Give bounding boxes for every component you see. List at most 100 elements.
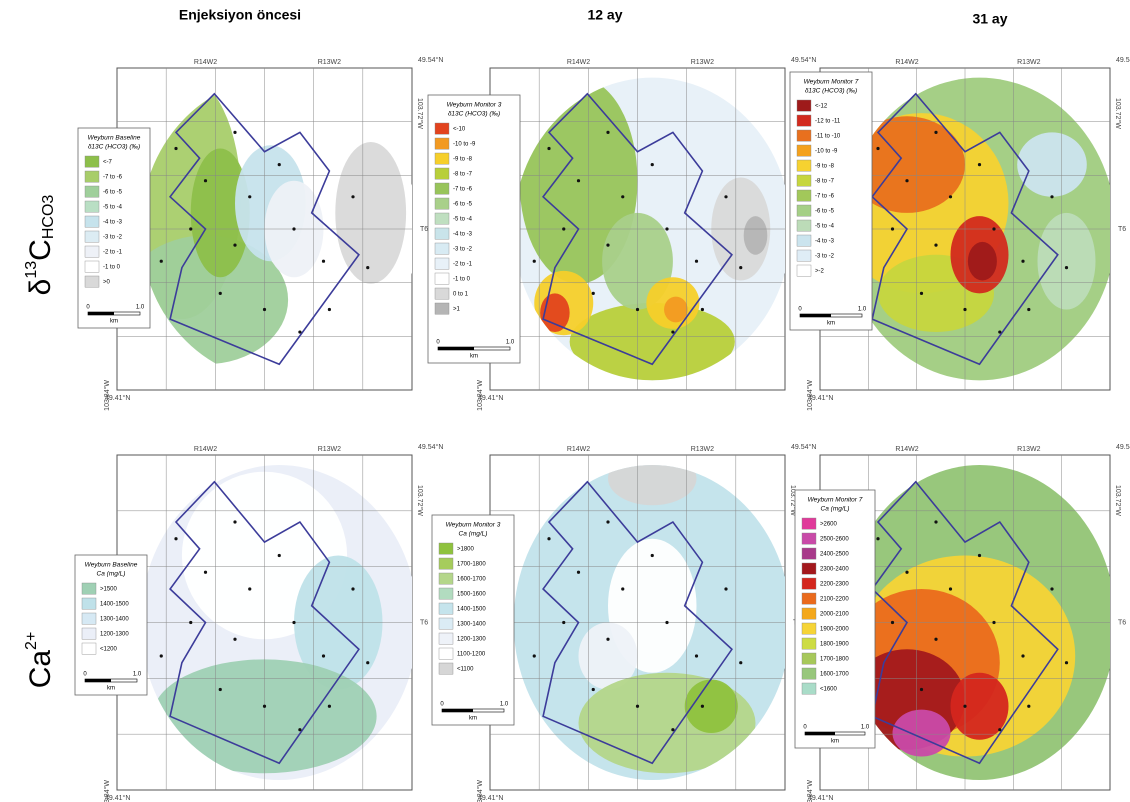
- scale-bar: [88, 312, 114, 315]
- scale-label: km: [107, 686, 115, 692]
- legend-swatch: [82, 598, 96, 609]
- legend-title: Weyburn Baseline: [85, 562, 138, 569]
- well: [905, 179, 908, 182]
- well: [233, 131, 236, 134]
- well: [1050, 587, 1053, 590]
- well: [998, 330, 1001, 333]
- legend-item: -4 to -3: [815, 238, 835, 244]
- legend-swatch: [85, 171, 99, 182]
- legend-swatch: [797, 160, 811, 171]
- legend-item: 2000-2100: [820, 611, 849, 617]
- map-label: 103.72°W: [1114, 98, 1122, 129]
- scale-label: km: [110, 319, 118, 325]
- legend-item: -5 to -4: [103, 204, 123, 210]
- legend-item: -1 to 0: [453, 276, 471, 282]
- map-label: 49.41°N: [105, 394, 130, 402]
- legend-item: -12 to -11: [815, 118, 841, 124]
- well: [920, 292, 923, 295]
- well: [366, 661, 369, 664]
- legend-swatch: [85, 201, 99, 212]
- legend-item: >1500: [100, 586, 118, 592]
- well: [978, 554, 981, 557]
- well: [665, 227, 668, 230]
- map-label: 49.54°N: [418, 443, 443, 451]
- well: [992, 227, 995, 230]
- well: [621, 195, 624, 198]
- row-label-part: 13: [23, 261, 40, 279]
- legend-item: -7 to -6: [453, 186, 473, 192]
- legend-swatch: [435, 138, 449, 149]
- well: [606, 131, 609, 134]
- legend-swatch: [435, 303, 449, 314]
- legend-swatch: [797, 235, 811, 246]
- legend-swatch: [435, 288, 449, 299]
- legend-item: 1800-1900: [820, 641, 849, 647]
- legend-item: <-12: [815, 103, 828, 109]
- well: [233, 638, 236, 641]
- row-label-part: δ: [24, 279, 57, 296]
- legend-item: 2500-2600: [820, 536, 849, 542]
- well: [934, 131, 937, 134]
- legend-item: 1700-1800: [820, 656, 849, 662]
- well: [322, 654, 325, 657]
- legend-swatch: [85, 246, 99, 257]
- well: [328, 705, 331, 708]
- legend-item: <-7: [103, 159, 113, 165]
- legend-swatch: [802, 593, 816, 604]
- map-label: 49.41°N: [478, 794, 503, 802]
- well: [351, 587, 354, 590]
- map-label: R14W2: [895, 59, 918, 66]
- legend-item: 0 to 1: [453, 291, 469, 297]
- map-label: 103.72°W: [1114, 485, 1122, 516]
- well: [298, 330, 301, 333]
- well: [671, 728, 674, 731]
- legend-swatch: [802, 668, 816, 679]
- legend-swatch: [435, 123, 449, 134]
- legend-item: 1200-1300: [100, 631, 129, 637]
- legend-title: Weyburn Baseline: [88, 135, 141, 142]
- well: [1065, 661, 1068, 664]
- legend-swatch: [797, 130, 811, 141]
- well: [1027, 308, 1030, 311]
- legend-item: -6 to -5: [815, 208, 835, 214]
- map-label: R14W2: [895, 446, 918, 453]
- contour-zone: [664, 297, 688, 323]
- well: [920, 688, 923, 691]
- legend-swatch: [797, 250, 811, 261]
- legend-item: 1100-1200: [457, 651, 486, 657]
- well: [934, 638, 937, 641]
- legend-item: -7 to -6: [815, 193, 835, 199]
- legend: Weyburn BaselineCa (mg/L)>15001400-15001…: [75, 555, 147, 695]
- contour-zone: [1017, 132, 1087, 196]
- well: [298, 728, 301, 731]
- well: [724, 195, 727, 198]
- well: [204, 571, 207, 574]
- legend-swatch: [439, 558, 453, 569]
- well: [978, 163, 981, 166]
- legend-swatch: [85, 186, 99, 197]
- legend-unit: δ13C (HCO3) (‰): [805, 88, 857, 95]
- well: [1065, 266, 1068, 269]
- legend-swatch: [435, 213, 449, 224]
- row-label-part: HCO3: [40, 195, 57, 240]
- well: [577, 571, 580, 574]
- well: [292, 227, 295, 230]
- well: [189, 621, 192, 624]
- legend-swatch: [802, 653, 816, 664]
- well: [366, 266, 369, 269]
- legend-item: >0: [103, 279, 111, 285]
- scale-label: km: [469, 716, 477, 722]
- legend-item: -8 to -7: [815, 178, 835, 184]
- well: [695, 654, 698, 657]
- legend-item: -6 to -5: [453, 201, 473, 207]
- legend-item: -3 to -2: [103, 234, 123, 240]
- legend-item: 2400-2500: [820, 551, 849, 557]
- scale-bar: [438, 347, 474, 350]
- legend-swatch: [802, 563, 816, 574]
- legend-swatch: [797, 175, 811, 186]
- map-label: R13W2: [691, 59, 714, 66]
- map-label: R14W2: [567, 59, 590, 66]
- legend-item: 1600-1700: [820, 671, 849, 677]
- contour-zone: [744, 216, 768, 255]
